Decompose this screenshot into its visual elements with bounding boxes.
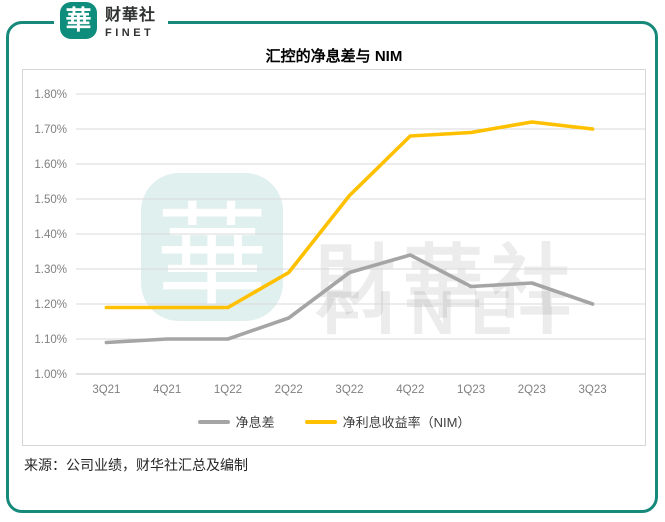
brand-name: 财華社 (105, 7, 157, 24)
x-axis-tick-label: 3Q21 (92, 384, 120, 396)
x-axis-tick-label: 4Q22 (396, 384, 424, 396)
x-axis-tick-label: 3Q23 (579, 384, 607, 396)
legend-label-spread: 净息差 (235, 415, 275, 430)
chart-legend: 净息差 净利息收益率（NIM） (23, 412, 645, 431)
y-axis-tick-label: 1.20% (34, 299, 67, 311)
finet-logo: 華 财華社 FINET (54, 0, 169, 41)
y-axis-tick-label: 1.10% (34, 334, 67, 346)
spread-line-swatch-icon (197, 419, 230, 424)
y-axis-tick-label: 1.30% (34, 264, 67, 276)
y-axis-tick-label: 1.80% (34, 89, 67, 101)
x-axis-tick-label: 2Q22 (275, 384, 303, 396)
legend-item-nim: 净利息收益率（NIM） (304, 412, 471, 431)
nim-line-swatch-icon (304, 419, 337, 424)
source-note: 来源：公司业绩，财华社汇总及编制 (24, 457, 248, 473)
spread-line (104, 253, 595, 345)
chart-area: 華 財華社 FINET 1.00% 1.10% 1.20% 1.30% 1.40% 1.5… (22, 69, 646, 446)
nim-line (104, 120, 595, 310)
x-axis-tick-label: 4Q21 (153, 384, 181, 396)
x-axis-tick-label: 1Q22 (214, 384, 242, 396)
legend-label-nim: 净利息收益率（NIM） (342, 415, 471, 430)
y-axis-tick-label: 1.50% (34, 194, 67, 206)
x-axis-tick-label: 3Q22 (335, 384, 363, 396)
line-chart-plot: 1.00% 1.10% 1.20% 1.30% 1.40% 1.50% 1.60% 1.70%… (34, 89, 645, 396)
chart-title: 汇控的净息差与 NIM (265, 48, 403, 65)
y-axis-tick-label: 1.70% (34, 124, 67, 136)
y-axis-tick-label: 1.60% (34, 159, 67, 171)
x-axis-tick-label: 1Q23 (457, 384, 485, 396)
finet-logo-icon: 華 (60, 2, 97, 39)
finet-logo-glyph: 華 (65, 5, 92, 36)
brand-text: 财華社 FINET (105, 2, 156, 39)
brand-subtitle: FINET (105, 26, 155, 39)
y-axis-tick-label: 1.40% (34, 229, 67, 241)
x-axis-tick-label: 2Q23 (518, 384, 546, 396)
legend-item-spread: 净息差 (197, 412, 275, 431)
y-axis-tick-label: 1.00% (34, 369, 67, 381)
